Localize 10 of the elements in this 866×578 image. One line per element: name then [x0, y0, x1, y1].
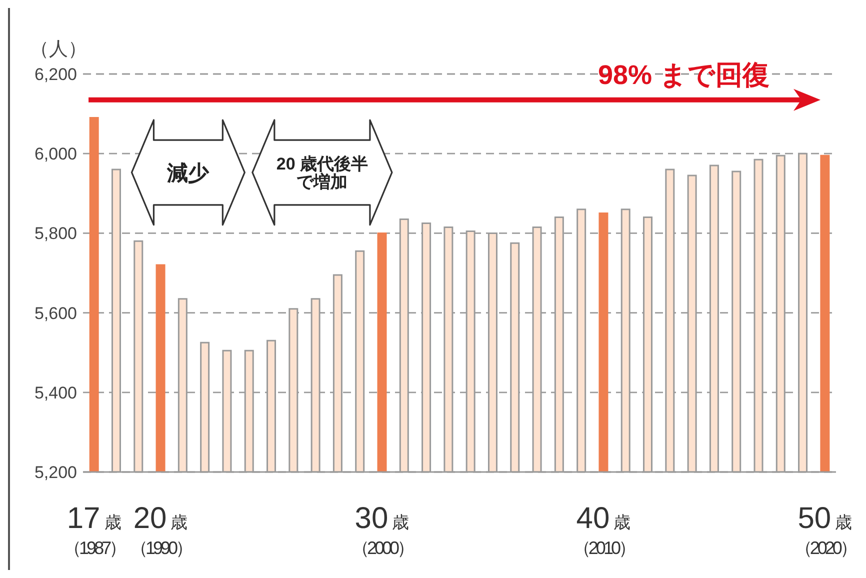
y-tick-label: 6,000 [34, 144, 77, 164]
annotation: 20 歳代後半で増加 [276, 154, 368, 192]
y-tick-label: 5,600 [34, 304, 77, 323]
y-tick-label: 5,800 [34, 224, 77, 244]
annotation: 減少 [166, 162, 210, 185]
y-tick-label: 5,200 [34, 463, 77, 482]
y-tick-label: 5,400 [34, 383, 77, 402]
y-axis-title: （人） [30, 39, 87, 60]
y-tick-label: 6,200 [34, 65, 77, 84]
annotation: 98% まで回復 [598, 60, 770, 90]
